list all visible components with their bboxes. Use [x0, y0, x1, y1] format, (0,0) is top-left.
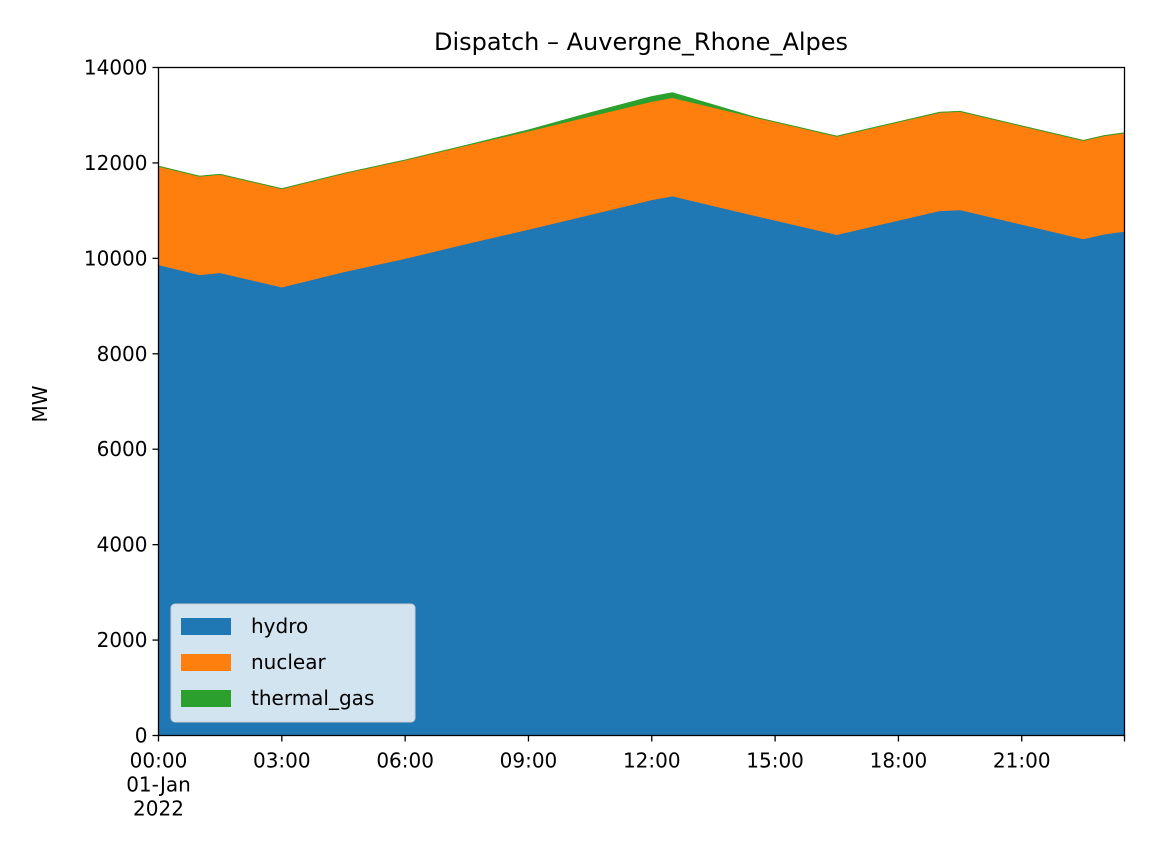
- plot-frame: [157, 66, 1126, 737]
- x-tick-label: 18:00: [870, 749, 928, 773]
- y-tick-label: 0: [135, 724, 148, 748]
- y-axis: 0 2000 4000 6000 8000 10000 12000 14000: [84, 56, 159, 748]
- legend-swatch-hydro: [181, 618, 231, 635]
- y-tick-label: 10000: [84, 246, 148, 270]
- legend-label-hydro: hydro: [251, 614, 308, 638]
- x-tick-label: 06:00: [376, 749, 434, 773]
- y-tick-label: 2000: [97, 628, 148, 652]
- legend: hydro nuclear thermal_gas: [170, 603, 416, 723]
- x-tick-label: 15:00: [746, 749, 804, 773]
- x-tick-label: 09:00: [500, 749, 558, 773]
- y-tick-label: 6000: [97, 437, 148, 461]
- x-tick-label: 03:00: [253, 749, 311, 773]
- y-tick-label: 4000: [97, 533, 148, 557]
- x-tick-label: 00:00 01-Jan 2022: [126, 749, 191, 821]
- y-axis-label: MW: [28, 385, 52, 422]
- legend-box: [170, 603, 416, 723]
- x-tick-label: 21:00: [993, 749, 1051, 773]
- y-tick-label: 8000: [97, 342, 148, 366]
- x-axis: 00:00 01-Jan 2022 03:00 06:00 09:00 12:00 15:00…: [126, 735, 1126, 821]
- legend-label-nuclear: nuclear: [251, 650, 326, 674]
- y-tick-label: 12000: [84, 151, 148, 175]
- legend-swatch-thermal_gas: [181, 690, 231, 707]
- legend-label-thermal_gas: thermal_gas: [251, 686, 374, 710]
- y-tick-label: 14000: [84, 56, 148, 80]
- legend-swatch-nuclear: [181, 654, 231, 671]
- x-tick-label: 12:00: [623, 749, 681, 773]
- chart-title: Dispatch – Auvergne_Rhone_Alpes: [434, 28, 848, 56]
